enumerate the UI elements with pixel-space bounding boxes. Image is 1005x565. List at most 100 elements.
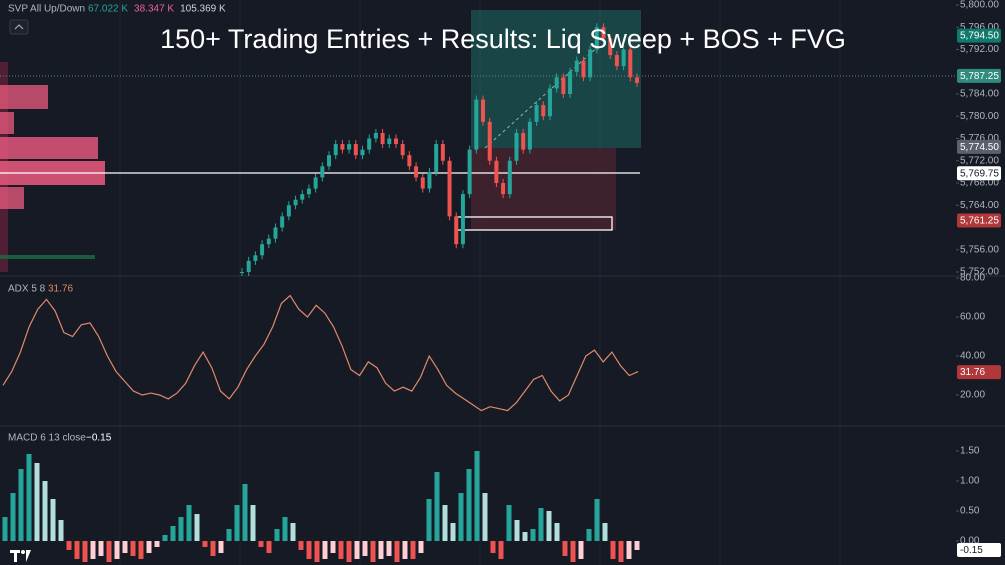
candle [300,194,305,200]
indicator-reading: 38.347 K [134,4,174,15]
macd-bar [130,541,136,556]
candle [280,216,285,228]
candle [407,155,412,167]
macd-bar [506,505,512,541]
trade-range [471,148,641,274]
macd-bar [594,499,600,541]
macd-bar [386,541,392,556]
macd-bar [482,493,488,541]
indicator-readings: 67.022 K 38.347 K 105.369 K [88,4,226,15]
indicator-reading: 105.369 K [180,4,226,15]
macd-bar [314,541,320,562]
macd-bar [330,541,336,553]
macd-bar [170,526,176,541]
adx-line [2,294,639,412]
candle [574,60,579,72]
candle [246,260,251,272]
price-tag [957,166,1001,181]
macd-bar [234,505,240,541]
candle [554,77,559,89]
collapse-button[interactable] [9,19,29,35]
candle [507,160,512,195]
macd-bar [274,529,280,541]
marks [2,23,640,562]
candle [306,188,311,195]
candle [594,27,599,50]
indicator-reading: 67.022 K [88,4,128,15]
candle [447,160,452,217]
macd-bar [522,532,528,541]
macd-bar [562,541,568,556]
profile-bar [0,187,24,209]
macd-bar [106,541,112,562]
candle [387,138,392,145]
candle [414,166,419,178]
y-tick-label: 1.00 [960,476,980,487]
candle [353,144,358,156]
y-tick-label: 1.50 [960,446,980,457]
price-tag [957,28,1001,43]
macd-bar [306,541,312,559]
price-tag-label: -0.15 [960,545,983,556]
profile-bar [0,85,48,109]
candle [501,183,506,195]
candle [260,244,265,256]
candle [293,199,298,206]
macd-bar [74,541,80,559]
macd-bar [194,514,200,541]
macd-bar [394,541,400,562]
macd-bar [298,541,304,550]
candle [527,121,532,150]
candle [427,171,432,189]
y-tick-label: 20.00 [960,390,985,401]
candle [608,38,613,56]
macd-bar [98,541,104,556]
macd-bar [322,541,328,559]
profile-bar [0,112,14,134]
y-tick-label: 0.50 [960,506,980,517]
candle [347,144,352,150]
macd-bar [450,523,456,541]
macd-bar [458,493,464,541]
macd-bar [114,541,120,559]
macd-bar [178,517,184,541]
macd-bar [466,469,472,541]
profile-bar [0,255,95,259]
macd-bar [50,499,56,541]
candle [467,149,472,195]
macd-bar [90,541,96,559]
candle [266,238,271,245]
price-tag-label: 5,769.75 [960,168,999,179]
candle [360,149,365,156]
macd-bar [154,541,160,547]
macd-bar [626,541,632,559]
trade-path [484,44,601,149]
macd-bar [362,541,368,556]
macd-bar [426,499,432,541]
macd-bar [474,451,480,541]
logo-part [21,550,25,554]
candle [474,99,479,150]
candle [286,205,291,217]
candle [541,105,546,117]
macd-bar [226,529,232,541]
y-tick-label: 5,796.00 [960,22,999,33]
macd-bar [202,541,208,547]
candle [534,105,539,122]
candle [628,49,633,78]
macd-bar [498,541,504,559]
collapse-icon [14,24,24,30]
price-tag-label: 5,787.25 [960,71,999,82]
y-tick-label: 5,756.00 [960,244,999,255]
macd-bar [2,517,8,541]
candle [561,77,566,94]
macd-bar [210,541,216,556]
macd-bar [490,541,496,553]
candle [547,88,552,117]
indicator-name: SVP All Up/Down [8,4,85,15]
candle [440,144,445,161]
macd-bar [26,454,32,541]
macd-bar [66,541,72,550]
macd-bar [538,508,544,541]
